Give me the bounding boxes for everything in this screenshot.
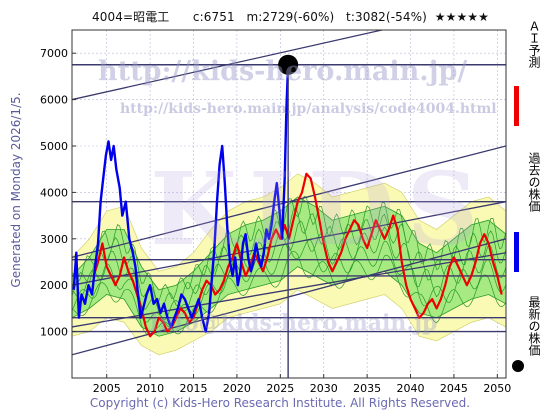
legend-latest-dot (512, 360, 524, 372)
watermark-analysis-url: http://kids-hero.main.jp/analysis/code40… (120, 101, 497, 117)
stock-code-name: 4004=昭電工 (92, 10, 170, 24)
legend: ＡＩ予測 過去の株価 最新の株価 (512, 16, 552, 396)
trend-line (72, 201, 506, 286)
x-tick-label: 2030 (310, 382, 338, 395)
y-tick-label: 5000 (40, 140, 68, 153)
generated-label-box: Generated on Monday 2026/1/5. (6, 50, 26, 330)
latest-price-dot (278, 54, 299, 75)
generated-label: Generated on Monday 2026/1/5. (9, 92, 23, 288)
y-tick-label: 7000 (40, 47, 68, 60)
legend-forecast-label: ＡＩ予測 (527, 20, 541, 68)
x-tick-label: 2035 (353, 382, 381, 395)
chart-header: 4004=昭電工 c:6751 m:2729(-60%) t:3082(-54%… (92, 8, 489, 25)
watermark-url: http://kids-hero.main.jp/ (98, 56, 468, 87)
y-tick-label: 3000 (40, 233, 68, 246)
watermark-email: info@kids-hero.main.jp (150, 310, 438, 336)
tick-labels: 1000 2000 3000 4000 5000 6000 7000 2005 2010 2015… (40, 47, 511, 395)
y-tick-label: 6000 (40, 94, 68, 107)
plot-frame (71, 29, 507, 379)
x-tick-label: 2045 (440, 382, 468, 395)
legend-latest-label: 最新の株価 (527, 296, 541, 356)
x-tick-label: 2050 (483, 382, 511, 395)
x-tick-label: 2025 (266, 382, 294, 395)
current-price: c:6751 (192, 10, 235, 24)
x-tick-label: 2020 (223, 382, 251, 395)
trend-line (72, 252, 506, 328)
series (72, 54, 503, 378)
band-strand (72, 195, 506, 302)
y-tick-label: 1000 (40, 326, 68, 339)
y-tick-label: 2000 (40, 279, 68, 292)
watermark-logo: KIDS (150, 150, 491, 268)
legend-forecast-swatch (514, 86, 519, 126)
rating-stars: ★★★★★ (434, 10, 490, 24)
target-price: t:3082(-54%) (346, 10, 427, 24)
y-tick-label: 4000 (40, 186, 68, 199)
x-tick-label: 2005 (93, 382, 121, 395)
ai-forecast-line (92, 172, 503, 338)
band-strand (72, 220, 506, 320)
legend-past-label: 過去の株価 (527, 152, 541, 212)
axes (71, 29, 507, 379)
x-tick-label: 2015 (180, 382, 208, 395)
trend-line (72, 30, 385, 101)
trend-line (72, 238, 506, 356)
x-tick-label: 2040 (397, 382, 425, 395)
copyright: Copyright (c) Kids-Hero Research Institu… (89, 396, 471, 410)
legend-past-swatch (514, 232, 519, 272)
x-tick-label: 2010 (136, 382, 164, 395)
band-strand (72, 207, 506, 312)
min-price: m:2729(-60%) (246, 10, 335, 24)
past-price-line (72, 64, 290, 333)
